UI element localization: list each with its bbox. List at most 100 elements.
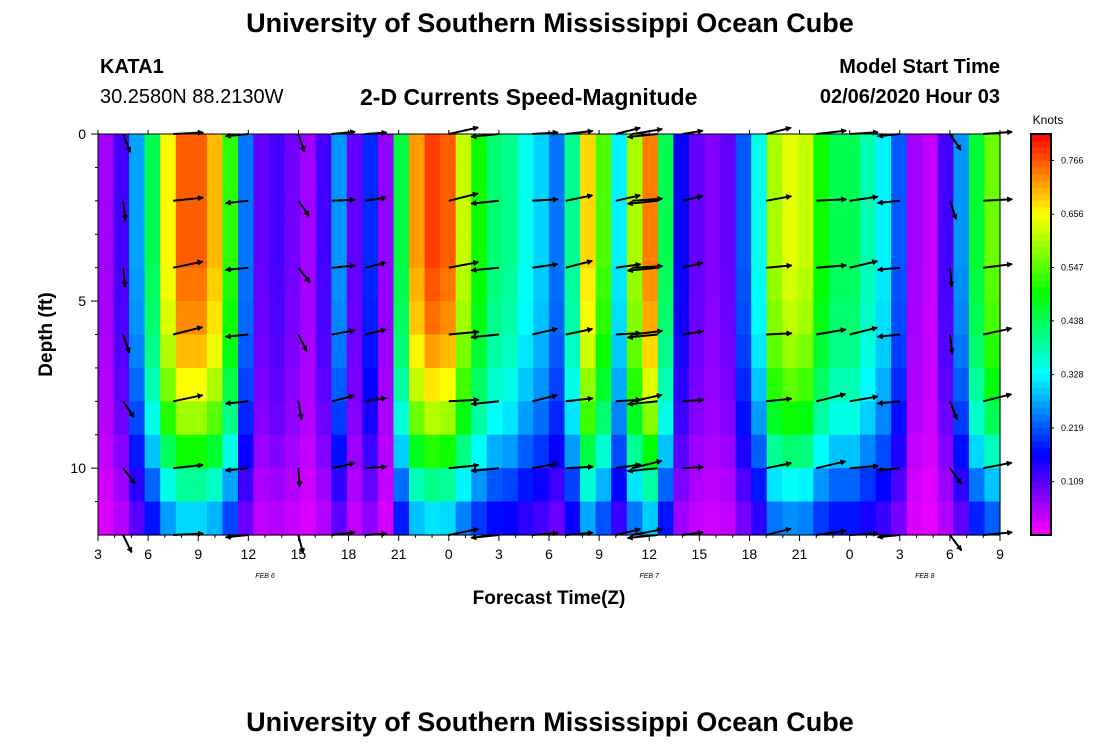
colorbar-segment — [1031, 481, 1051, 489]
heatmap-cell — [315, 468, 332, 503]
current-vector — [766, 330, 793, 337]
heatmap-cell — [471, 401, 488, 436]
heatmap-cell — [844, 167, 861, 202]
heatmap-cell — [129, 167, 146, 202]
heatmap-cell — [549, 434, 566, 469]
heatmap-cell — [393, 401, 410, 436]
heatmap-cell — [688, 501, 706, 536]
heatmap-cell — [175, 134, 192, 169]
heatmap-cell — [797, 267, 814, 302]
heatmap-cell — [564, 367, 581, 402]
heatmap-cell — [502, 501, 519, 536]
current-vector — [122, 467, 136, 485]
heatmap-cell — [113, 501, 130, 536]
heatmap-cell — [284, 267, 301, 302]
current-vector — [297, 534, 305, 554]
current-vector — [121, 200, 128, 222]
heatmap-cell — [113, 434, 130, 469]
heatmap-cell — [906, 167, 923, 202]
heatmap-cell — [300, 234, 317, 269]
heatmap-cell — [673, 134, 690, 169]
chart-title: University of Southern Mississippi Ocean… — [246, 8, 854, 38]
heatmap-cell — [331, 301, 348, 336]
heatmap-cell — [346, 334, 363, 369]
colorbar-segment — [1031, 314, 1051, 322]
heatmap-cell — [377, 367, 395, 402]
heatmap-cell — [984, 468, 1001, 503]
current-vector — [224, 333, 249, 340]
heatmap-cell — [424, 167, 441, 202]
heatmap-cell — [797, 301, 814, 336]
heatmap-cell — [657, 167, 675, 202]
heatmap-cell — [735, 301, 752, 336]
station-id: KATA1 — [100, 56, 164, 78]
heatmap-cell — [300, 301, 317, 336]
heatmap-cell — [782, 401, 799, 436]
colorbar-segment — [1031, 367, 1051, 376]
heatmap-cell — [486, 367, 503, 402]
colorbar-segment — [1031, 514, 1051, 523]
heatmap-cell — [657, 301, 675, 336]
current-vector — [615, 126, 641, 135]
heatmap-cell — [766, 301, 783, 336]
heatmap-cell — [206, 200, 224, 235]
heatmap-cell — [813, 134, 830, 169]
heatmap-cell — [549, 301, 566, 336]
colorbar-segment — [1031, 334, 1051, 342]
current-vector — [632, 195, 664, 202]
heatmap-cell — [595, 301, 612, 336]
heatmap-cell — [533, 401, 550, 436]
current-vector — [682, 464, 705, 471]
colorbar-segment — [1031, 327, 1051, 336]
heatmap-cell — [284, 234, 301, 269]
current-vector — [816, 262, 848, 269]
model-start-label: Model Start Time — [839, 56, 1000, 78]
heatmap-cell — [362, 234, 379, 269]
heatmap-cell — [953, 434, 970, 469]
heatmap-cell — [486, 334, 503, 369]
heatmap-cell — [704, 234, 721, 269]
heatmap-cell — [766, 434, 783, 469]
heatmap-cell — [222, 134, 239, 169]
heatmap-cell — [906, 468, 923, 503]
heatmap-cell — [922, 167, 939, 202]
heatmap-cell — [502, 334, 519, 369]
heatmap-cell — [704, 134, 721, 169]
current-vector — [532, 461, 559, 470]
current-vector — [615, 527, 642, 536]
current-vector — [816, 128, 848, 135]
heatmap-cell — [891, 267, 908, 302]
heatmap-cell — [269, 234, 286, 269]
colorbar-segment — [1031, 267, 1051, 275]
colorbar-segment — [1031, 434, 1051, 443]
x-tick-label: 3 — [896, 546, 904, 562]
current-vector — [448, 191, 479, 202]
heatmap-cell — [315, 167, 332, 202]
heatmap-cell — [875, 167, 892, 202]
heatmap-cell — [237, 334, 255, 369]
colorbar-segment — [1031, 428, 1051, 436]
heatmap-cell — [533, 167, 550, 202]
heatmap-cell — [704, 301, 721, 336]
heatmap-cell — [269, 334, 286, 369]
current-vector — [297, 334, 308, 352]
heatmap-cell — [113, 134, 130, 169]
heatmap-cell — [393, 501, 410, 536]
heatmap-cell — [922, 267, 939, 302]
current-vector — [682, 329, 704, 336]
heatmap-cell — [720, 334, 737, 369]
heatmap-cell — [657, 134, 675, 169]
heatmap-cell — [533, 134, 550, 169]
heatmap-cell — [98, 200, 115, 235]
heatmap-cell — [875, 200, 892, 235]
heatmap-cell — [906, 301, 923, 336]
heatmap-cell — [782, 134, 799, 169]
current-vector — [172, 393, 204, 403]
heatmap-cell — [440, 167, 457, 202]
heatmap-cell — [642, 134, 659, 169]
heatmap-cell — [735, 134, 752, 169]
heatmap-cell — [953, 200, 970, 235]
heatmap-cell — [549, 134, 566, 169]
heatmap-cell — [891, 301, 908, 336]
heatmap-cell — [517, 267, 535, 302]
